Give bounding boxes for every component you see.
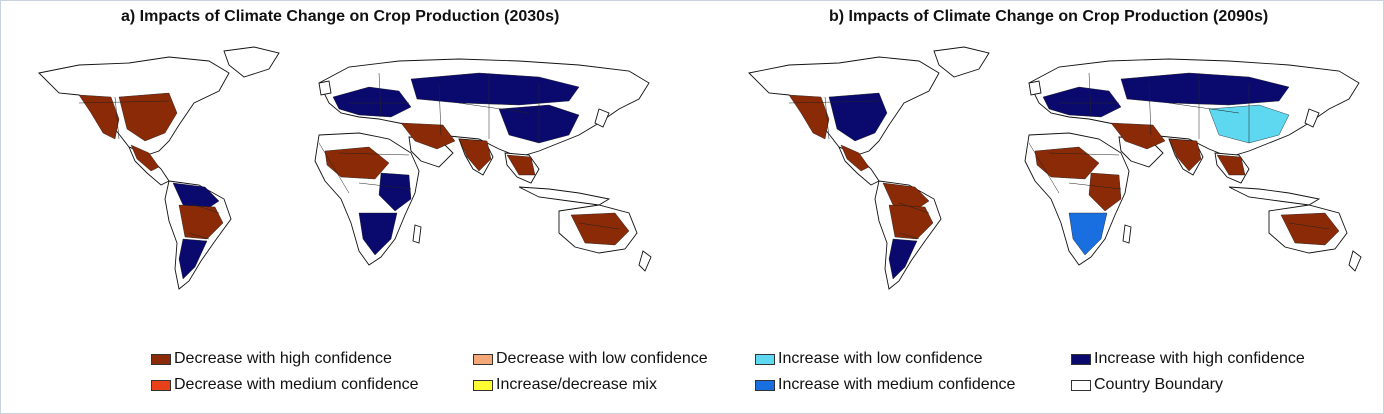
- impact-region-southeast-asia: [506, 154, 536, 176]
- impact-region-north-america-west: [788, 94, 830, 140]
- legend-item-increase-low: Increase with low confidence: [755, 350, 983, 368]
- impact-region-south-asia: [1168, 138, 1202, 172]
- legend-label: Decrease with medium confidence: [174, 376, 419, 393]
- country-boundary-line: [1068, 182, 1122, 190]
- country-boundary-line: [318, 142, 350, 194]
- landmass-uk: [1028, 80, 1042, 96]
- landmass-greenland: [223, 46, 280, 78]
- country-boundary-line: [1288, 222, 1330, 230]
- country-boundary-line: [188, 232, 210, 240]
- legend-swatch: [151, 379, 171, 391]
- impact-layer: [78, 72, 630, 280]
- impact-region-north-america-east: [828, 92, 888, 142]
- legend-item-decrease-low: Decrease with low confidence: [473, 350, 708, 368]
- impact-region-south-america-central: [888, 204, 934, 240]
- landmass-new-zealand: [638, 250, 652, 272]
- legend-label: Increase with high confidence: [1094, 350, 1305, 367]
- impact-region-central-america: [130, 144, 160, 172]
- impact-region-russia: [1120, 72, 1290, 106]
- legend-label: Increase/decrease mix: [496, 376, 657, 393]
- landmass-uk: [318, 80, 332, 96]
- legend-swatch: [1071, 379, 1091, 391]
- impact-region-south-america-central: [178, 204, 224, 240]
- country-boundary-line: [578, 222, 620, 230]
- legend-swatch: [473, 353, 493, 365]
- country-boundary-line: [78, 100, 170, 104]
- country-boundary-line: [898, 202, 930, 214]
- impact-region-south-america-north: [882, 182, 930, 210]
- country-boundary-line: [1048, 152, 1120, 156]
- legend-item-decrease-medium: Decrease with medium confidence: [151, 376, 419, 394]
- country-boundary-line: [1028, 142, 1060, 194]
- impact-region-south-asia: [458, 138, 492, 172]
- impact-layer: [788, 72, 1340, 280]
- country-boundary-line: [438, 82, 442, 136]
- legend-swatch: [1071, 353, 1091, 365]
- legend-item-increase-high: Increase with high confidence: [1071, 350, 1305, 368]
- landmass-new-zealand: [1348, 250, 1362, 272]
- landmass-japan: [1304, 108, 1320, 128]
- landmass-madagascar: [412, 224, 422, 244]
- impact-region-north-america-west: [78, 94, 120, 140]
- landmass-greenland: [933, 46, 990, 78]
- world-map-b: [748, 46, 1362, 290]
- country-boundary-line: [898, 232, 920, 240]
- legend-item-increase-medium: Increase with medium confidence: [755, 376, 1015, 394]
- impact-region-north-america-east: [118, 92, 178, 142]
- country-boundary-line: [338, 152, 410, 156]
- legend-label: Increase with medium confidence: [778, 376, 1016, 393]
- legend-swatch: [755, 379, 775, 391]
- impact-region-africa-east: [1088, 172, 1122, 212]
- impact-region-middle-east: [1110, 122, 1166, 150]
- legend-label: Decrease with low confidence: [496, 350, 708, 367]
- country-boundaries: [788, 72, 1330, 240]
- impact-region-south-america-north: [172, 182, 220, 210]
- legend-label: Country Boundary: [1094, 376, 1223, 393]
- impact-region-south-america-south: [178, 238, 208, 280]
- legend-item-mix: Increase/decrease mix: [473, 376, 657, 394]
- country-boundary-line: [188, 202, 220, 214]
- legend-item-decrease-high: Decrease with high confidence: [151, 350, 392, 368]
- legend-label: Increase with low confidence: [778, 350, 983, 367]
- landmass-japan: [594, 108, 610, 128]
- legend-swatch: [473, 379, 493, 391]
- country-boundary-line: [458, 102, 530, 114]
- impact-region-africa-south: [1068, 212, 1108, 256]
- country-boundary-line: [788, 100, 880, 104]
- country-boundary-line: [824, 96, 830, 140]
- impact-region-africa-west: [324, 146, 390, 180]
- impact-region-europe: [1042, 86, 1122, 118]
- impact-region-africa-west: [1034, 146, 1100, 180]
- world-map-a: [38, 46, 652, 290]
- impact-region-africa-south: [358, 212, 398, 256]
- impact-region-australia: [570, 212, 630, 246]
- impact-region-australia: [1280, 212, 1340, 246]
- legend: Decrease with high confidence Decrease w…: [151, 350, 1371, 400]
- panel-title-b: b) Impacts of Climate Change on Crop Pro…: [829, 8, 1269, 25]
- legend-label: Decrease with high confidence: [174, 350, 392, 367]
- impact-region-europe: [332, 86, 412, 118]
- landmass-indonesia: [518, 186, 611, 206]
- landmass-indonesia: [1228, 186, 1321, 206]
- impact-region-middle-east: [400, 122, 456, 150]
- country-boundary-line: [378, 72, 382, 118]
- country-boundary-line: [1088, 72, 1092, 118]
- impact-region-russia: [410, 72, 580, 106]
- country-boundary-line: [114, 96, 120, 140]
- impact-region-central-america: [840, 144, 870, 172]
- impact-region-south-america-south: [888, 238, 918, 280]
- legend-swatch: [755, 353, 775, 365]
- impact-region-africa-east: [378, 172, 412, 212]
- country-boundary-line: [1148, 82, 1152, 136]
- impact-region-southeast-asia: [1216, 154, 1246, 176]
- legend-item-boundary: Country Boundary: [1071, 376, 1223, 394]
- landmass-madagascar: [1122, 224, 1132, 244]
- country-boundary-line: [358, 182, 412, 190]
- country-boundary-line: [1168, 102, 1240, 114]
- country-boundaries: [78, 72, 620, 240]
- panel-title-a: a) Impacts of Climate Change on Crop Pro…: [121, 8, 560, 25]
- legend-swatch: [151, 353, 171, 365]
